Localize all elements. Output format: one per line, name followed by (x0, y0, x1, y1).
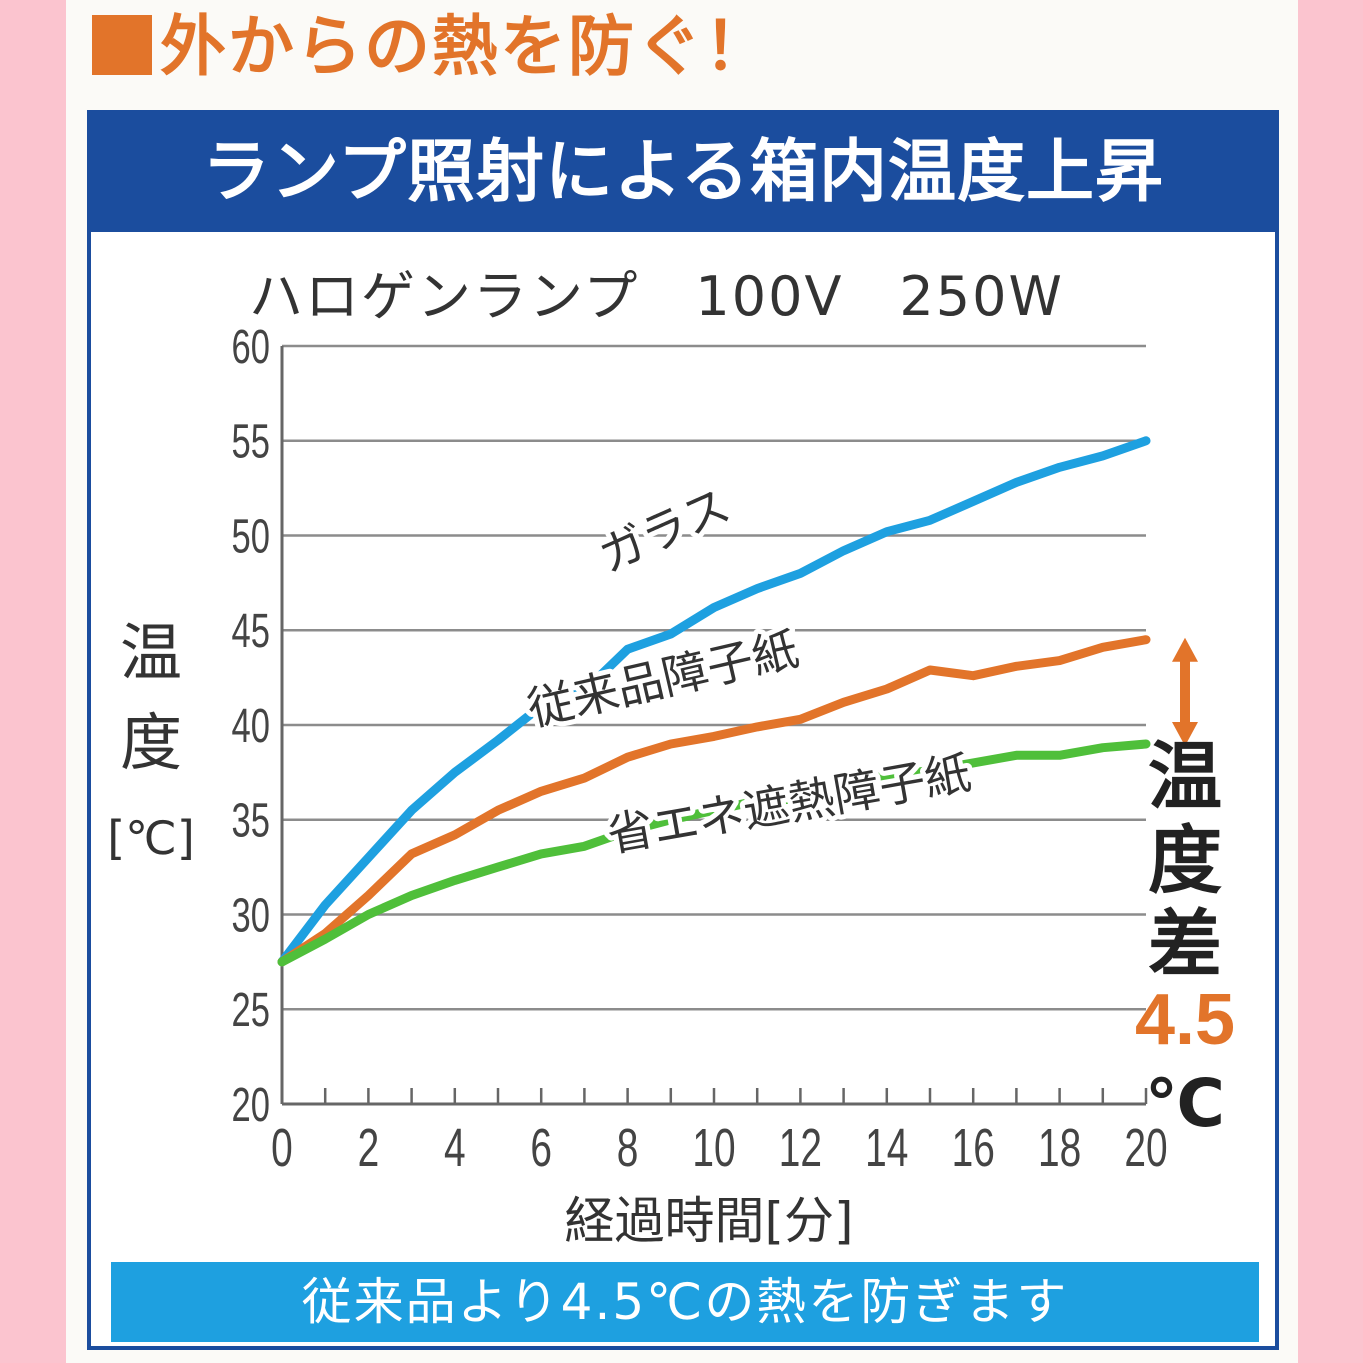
chart-subtitle: ハロゲンランプ 100V 250W (249, 265, 1064, 328)
series-line-2 (277, 635, 1151, 967)
series-line-1 (277, 436, 1151, 967)
page-heading: 外からの熱を防ぐ！ (92, 4, 772, 90)
x-tick-label: 0 (271, 1117, 293, 1178)
x-tick-label: 6 (530, 1117, 552, 1178)
y-tick-label: 55 (232, 414, 270, 468)
y-tick-label: 50 (232, 509, 270, 563)
y-tick-label: 45 (232, 604, 270, 658)
series-annotation: ガラス (591, 478, 738, 583)
difference-label-char: 差 (1148, 902, 1222, 988)
y-axis-title-part: 温 (120, 616, 182, 689)
series-lines (277, 436, 1151, 967)
y-axis-title-part: [℃] (107, 811, 195, 865)
temperature-chart: 20 25 30 35 40 45 50 55 60 0 2 4 6 8 10 12 14 16 18 20 経過時間[… (107, 319, 1235, 1250)
x-tick-label: 14 (865, 1117, 908, 1178)
y-tick-label: 25 (232, 983, 270, 1037)
y-tick-label: 60 (232, 319, 270, 373)
y-axis-title-part: 度 (120, 706, 182, 779)
chart-banner: ランプ照射による箱内温度上昇 (91, 114, 1275, 232)
chart-frame: ランプ照射による箱内温度上昇 ハロゲンランプ 100V 250W 20 25 30 3… (87, 110, 1279, 1350)
y-tick-label: 35 (232, 793, 270, 847)
difference-arrow-head-down (1172, 721, 1198, 746)
footer-banner: 従来品より4.5℃の熱を防ぎます (111, 1262, 1259, 1342)
difference-label-char: 温 (1148, 734, 1222, 820)
x-tick-label: 16 (952, 1117, 995, 1178)
difference-value: 4.5 (1135, 980, 1235, 1060)
series-line-3 (277, 739, 1151, 967)
axes: 20 25 30 35 40 45 50 55 60 0 2 4 6 8 10 12 14 16 18 20 経過時間[… (107, 319, 1167, 1250)
x-tick-label: 18 (1038, 1117, 1081, 1178)
square-bullet-icon (92, 15, 152, 75)
y-tick-label: 40 (232, 698, 270, 752)
difference-arrow-head-up (1172, 637, 1198, 662)
x-tick-label: 10 (692, 1117, 735, 1178)
x-tick-label: 20 (1124, 1117, 1167, 1178)
difference-unit: ℃ (1145, 1065, 1225, 1142)
heading-text: 外からの熱を防ぐ！ (160, 8, 772, 85)
y-tick-label: 30 (232, 888, 270, 942)
x-axis-title: 経過時間[分] (564, 1192, 853, 1250)
series-annotation: 省エネ遮熱障子紙 (603, 745, 975, 862)
x-tick-label: 12 (779, 1117, 822, 1178)
x-tick-label: 4 (444, 1117, 466, 1178)
difference-label-char: 度 (1148, 818, 1222, 904)
x-tick-label: 8 (617, 1117, 639, 1178)
y-tick-label: 20 (232, 1077, 270, 1131)
grid-lines (282, 344, 1146, 1011)
x-tick-label: 2 (358, 1117, 380, 1178)
